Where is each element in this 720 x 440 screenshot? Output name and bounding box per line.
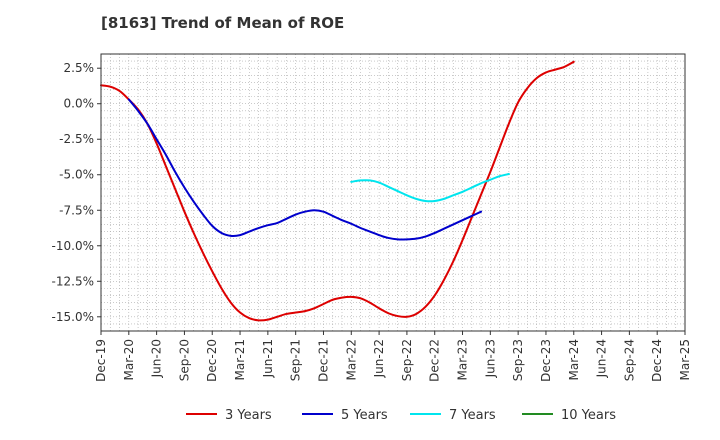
y-tick-label: -2.5% [59,132,94,146]
x-tick-label: Sep-23 [511,339,525,381]
x-tick-label: Dec-22 [428,339,442,382]
x-tick-label: Mar-25 [678,339,692,380]
y-tick-label: -12.5% [52,274,94,288]
y-tick-label: 2.5% [64,61,95,75]
x-tick-label: Sep-21 [289,339,303,381]
y-tick-label: -7.5% [59,203,94,217]
y-axis-ticks: 2.5% 0.0% -2.5% -5.0% -7.5% -10.0% -12.5% -15.0… [52,61,101,324]
y-tick-label: -10.0% [52,239,94,253]
x-tick-label: Mar-24 [567,339,581,380]
y-tick-label: 0.0% [64,97,95,111]
x-tick-label: Mar-20 [122,339,136,380]
series-lines [100,60,575,322]
x-tick-label: Jun-22 [372,339,386,378]
x-tick-label: Mar-23 [456,339,470,380]
plot-frame [100,53,686,332]
x-tick-label: Dec-21 [316,339,330,382]
series-line-3-years [100,60,575,322]
chart-title: [8163] Trend of Mean of ROE [101,14,345,32]
grid-lines [101,54,685,331]
x-axis-ticks: Dec-19 Mar-20 Jun-20 Sep-20 Dec-20 Mar-21 Jun-… [94,331,692,382]
legend-label-3-years: 3 Years [225,408,272,423]
legend-label-10-years: 10 Years [561,408,616,423]
x-tick-label: Jun-24 [595,339,609,378]
legend-label-7-years: 7 Years [449,408,496,423]
x-tick-label: Dec-20 [205,339,219,382]
legend: 3 Years 5 Years 7 Years 10 Years [186,408,616,423]
x-tick-label: Mar-22 [344,339,358,380]
x-tick-label: Sep-20 [177,339,191,381]
legend-label-5-years: 5 Years [341,408,388,423]
x-tick-label: Dec-19 [94,339,108,382]
x-tick-label: Dec-24 [650,339,664,382]
series-line-7-years [350,173,510,203]
x-tick-label: Sep-24 [622,339,636,381]
x-tick-label: Jun-20 [150,339,164,378]
x-tick-label: Jun-23 [483,339,497,378]
series-line-5-years [127,98,483,241]
x-tick-label: Sep-22 [400,339,414,381]
x-tick-label: Jun-21 [261,339,275,378]
x-tick-label: Mar-21 [233,339,247,380]
x-tick-label: Dec-23 [539,339,553,382]
y-tick-label: -15.0% [52,310,94,324]
y-tick-label: -5.0% [59,168,94,182]
